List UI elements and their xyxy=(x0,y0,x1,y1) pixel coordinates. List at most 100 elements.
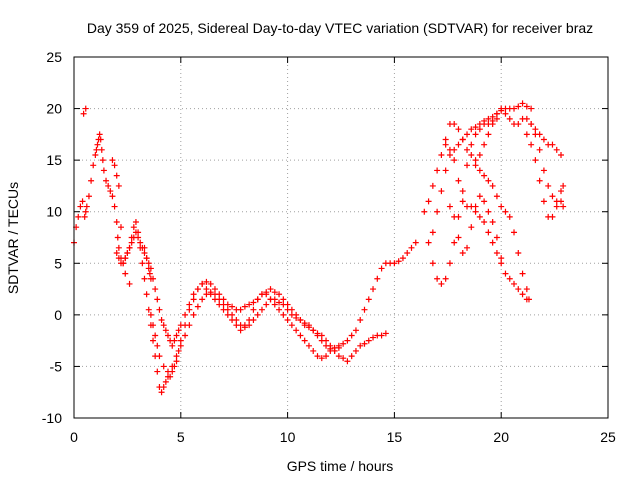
series-1 xyxy=(71,131,419,396)
data-point xyxy=(143,255,150,262)
x-tick-labels: 0 5 10 15 20 25 xyxy=(70,429,616,445)
data-point xyxy=(525,296,532,303)
data-point xyxy=(130,224,137,231)
data-point xyxy=(340,355,347,362)
data-point xyxy=(233,317,240,324)
data-point xyxy=(438,151,445,158)
data-point xyxy=(109,157,116,164)
data-point xyxy=(97,136,104,143)
data-point xyxy=(297,317,304,324)
data-point xyxy=(246,301,253,308)
data-point xyxy=(150,322,157,329)
data-point xyxy=(98,146,105,153)
data-point xyxy=(340,340,347,347)
data-point xyxy=(276,291,283,298)
data-point xyxy=(82,208,89,215)
data-point xyxy=(111,203,118,210)
data-point xyxy=(481,172,488,179)
data-point xyxy=(100,167,107,174)
data-point xyxy=(305,342,312,349)
data-point xyxy=(173,353,180,360)
data-point xyxy=(194,303,201,310)
data-point xyxy=(160,384,167,391)
x-tick-label: 5 xyxy=(177,429,185,445)
y-tick-label: 10 xyxy=(46,204,62,220)
data-point xyxy=(263,289,270,296)
data-point xyxy=(175,347,182,354)
data-point xyxy=(395,258,402,265)
data-point xyxy=(81,213,88,220)
data-point xyxy=(250,306,257,313)
data-point xyxy=(141,275,148,282)
chart-title: Day 359 of 2025, Sidereal Day-to-day VTE… xyxy=(87,20,593,36)
data-point xyxy=(167,373,174,380)
data-point xyxy=(459,198,466,205)
data-point xyxy=(560,203,567,210)
data-point xyxy=(113,249,120,256)
series-8 xyxy=(442,141,530,303)
data-point xyxy=(412,239,419,246)
data-point xyxy=(459,136,466,143)
data-point xyxy=(472,124,479,131)
data-point xyxy=(391,260,398,267)
data-point xyxy=(314,332,321,339)
data-point xyxy=(115,244,122,251)
data-point xyxy=(459,188,466,195)
data-point xyxy=(558,151,565,158)
data-point xyxy=(523,131,530,138)
data-point xyxy=(472,208,479,215)
x-tick-label: 15 xyxy=(387,429,403,445)
data-point xyxy=(438,188,445,195)
data-point xyxy=(434,275,441,282)
data-point xyxy=(489,239,496,246)
series-3 xyxy=(147,289,342,375)
data-point xyxy=(177,342,184,349)
data-point xyxy=(199,280,206,287)
data-point xyxy=(434,208,441,215)
data-point xyxy=(493,110,500,117)
data-point xyxy=(472,162,479,169)
data-point xyxy=(370,286,377,293)
data-point xyxy=(498,107,505,114)
data-point xyxy=(438,280,445,287)
data-point xyxy=(382,330,389,337)
data-point xyxy=(489,182,496,189)
data-point xyxy=(515,249,522,256)
data-points xyxy=(71,100,567,396)
data-point xyxy=(237,327,244,334)
data-point xyxy=(485,115,492,122)
data-point xyxy=(498,255,505,262)
data-point xyxy=(446,151,453,158)
data-point xyxy=(150,337,157,344)
series-12 xyxy=(523,131,567,220)
y-tick-label: 0 xyxy=(54,307,62,323)
data-point xyxy=(94,141,101,148)
data-point xyxy=(160,322,167,329)
data-point xyxy=(139,260,146,267)
data-point xyxy=(374,275,381,282)
data-point xyxy=(464,162,471,169)
data-point xyxy=(451,239,458,246)
data-point xyxy=(361,306,368,313)
data-point xyxy=(472,131,479,138)
data-point xyxy=(301,337,308,344)
data-point xyxy=(472,203,479,210)
data-point xyxy=(429,182,436,189)
data-point xyxy=(429,260,436,267)
plot-frame xyxy=(73,56,609,419)
data-point xyxy=(540,167,547,174)
data-point xyxy=(288,311,295,318)
data-point xyxy=(446,203,453,210)
data-point xyxy=(532,157,539,164)
data-point xyxy=(506,275,513,282)
data-point xyxy=(429,229,436,236)
data-point xyxy=(280,311,287,318)
data-point xyxy=(523,286,530,293)
data-point xyxy=(141,249,148,256)
data-point xyxy=(177,322,184,329)
y-tick-label: -5 xyxy=(50,358,63,374)
data-point xyxy=(164,368,171,375)
data-point xyxy=(476,151,483,158)
data-point xyxy=(280,301,287,308)
data-point xyxy=(515,103,522,110)
